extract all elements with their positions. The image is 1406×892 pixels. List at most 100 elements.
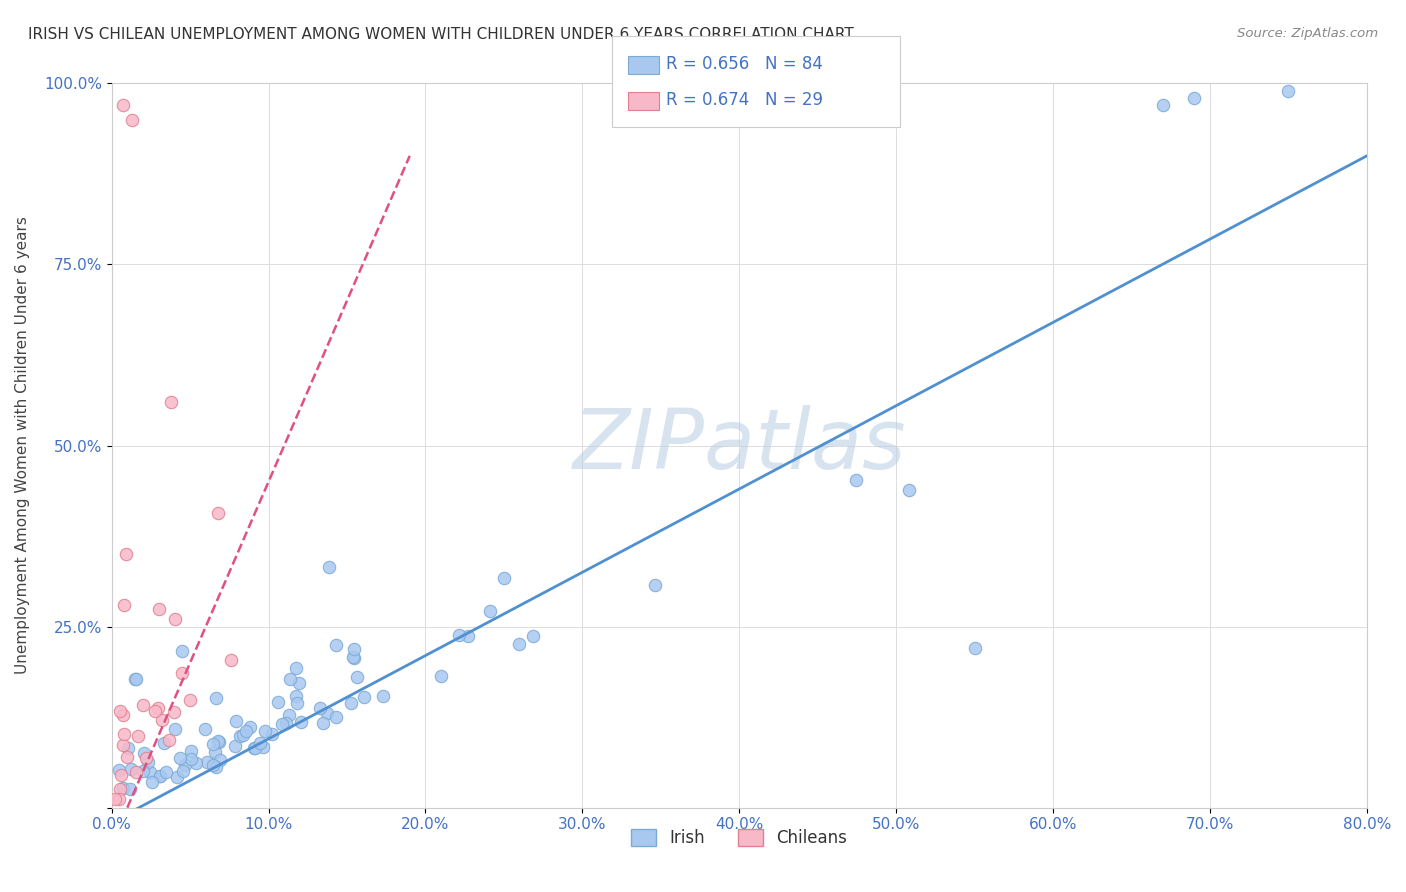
Point	[208, 735, 231, 749]
Point	[353, 690, 375, 704]
Point	[163, 705, 186, 719]
Point	[239, 720, 262, 734]
Point	[125, 765, 148, 780]
Point	[180, 752, 202, 766]
Point	[309, 701, 332, 715]
Text: ZIPatlas: ZIPatlas	[572, 405, 905, 486]
Point	[136, 755, 159, 769]
Text: Source: ZipAtlas.com: Source: ZipAtlas.com	[1237, 27, 1378, 40]
Point	[249, 736, 271, 750]
Point	[340, 696, 363, 710]
Point	[844, 474, 866, 488]
Point	[253, 723, 276, 738]
Point	[112, 781, 135, 796]
Point	[127, 729, 149, 743]
Point	[157, 732, 180, 747]
Point	[149, 769, 172, 783]
Point	[121, 112, 143, 127]
Legend: Irish, Chileans: Irish, Chileans	[624, 822, 853, 854]
Point	[312, 716, 335, 731]
Point	[111, 98, 134, 112]
Point	[449, 628, 471, 642]
Point	[112, 598, 135, 612]
Point	[270, 717, 292, 731]
Point	[165, 612, 187, 626]
Point	[346, 670, 368, 684]
Text: R = 0.656   N = 84: R = 0.656 N = 84	[666, 55, 824, 73]
Point	[243, 740, 266, 755]
Point	[180, 743, 202, 757]
Point	[204, 745, 226, 759]
Point	[205, 691, 228, 706]
Point	[125, 672, 148, 686]
Point	[201, 737, 224, 751]
Point	[110, 782, 132, 797]
Point	[325, 638, 347, 652]
Point	[149, 769, 172, 783]
Point	[224, 739, 246, 754]
Point	[174, 757, 197, 772]
Point	[457, 629, 479, 643]
Point	[166, 770, 188, 784]
Point	[108, 763, 131, 777]
Point	[430, 669, 453, 683]
Point	[194, 723, 217, 737]
Point	[132, 764, 155, 779]
Point	[207, 506, 229, 520]
Point	[1182, 91, 1205, 105]
Point	[1277, 84, 1299, 98]
Point	[118, 781, 141, 796]
Point	[898, 483, 921, 497]
Point	[284, 661, 307, 675]
Point	[111, 738, 134, 752]
Point	[120, 762, 142, 776]
Point	[252, 740, 274, 755]
Point	[287, 696, 309, 710]
Point	[124, 673, 146, 687]
Point	[202, 758, 225, 772]
Point	[205, 759, 228, 773]
Point	[508, 637, 530, 651]
Point	[104, 792, 127, 806]
Point	[112, 726, 135, 740]
Point	[522, 629, 544, 643]
Point	[229, 729, 252, 743]
Point	[325, 710, 347, 724]
Point	[115, 750, 138, 764]
Point	[288, 676, 311, 690]
Point	[148, 601, 170, 615]
Point	[134, 746, 156, 760]
Point	[342, 642, 364, 657]
Point	[132, 698, 155, 713]
Point	[318, 559, 340, 574]
Point	[274, 716, 297, 731]
Point	[155, 764, 177, 779]
Point	[153, 736, 176, 750]
Point	[143, 704, 166, 718]
Point	[110, 704, 132, 718]
Point	[963, 641, 986, 656]
Point	[172, 644, 194, 658]
Y-axis label: Unemployment Among Women with Children Under 6 years: Unemployment Among Women with Children U…	[15, 217, 30, 674]
Point	[165, 723, 187, 737]
Point	[152, 713, 174, 727]
Point	[107, 792, 129, 806]
Point	[135, 750, 157, 764]
Point	[373, 689, 395, 703]
Point	[290, 715, 312, 730]
Point	[114, 547, 136, 561]
Point	[169, 751, 191, 765]
Point	[146, 701, 169, 715]
Point	[141, 775, 163, 789]
Point	[209, 753, 232, 767]
Point	[278, 673, 301, 687]
Point	[235, 723, 257, 738]
Point	[278, 707, 301, 722]
Point	[644, 577, 666, 591]
Point	[172, 665, 194, 680]
Point	[138, 764, 160, 779]
Point	[343, 651, 366, 665]
Point	[179, 693, 201, 707]
Point	[160, 395, 183, 409]
Point	[479, 604, 502, 618]
